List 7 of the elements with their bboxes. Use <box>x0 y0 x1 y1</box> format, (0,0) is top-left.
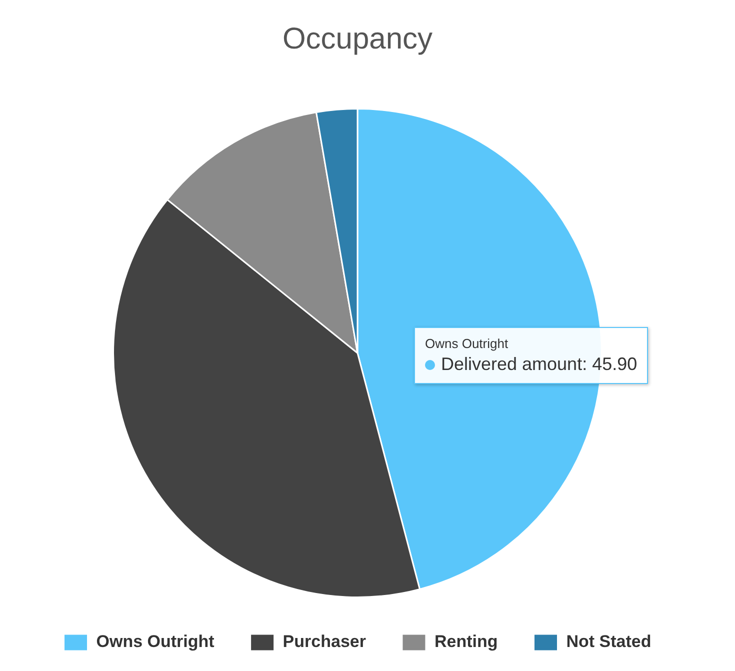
legend-label: Renting <box>434 632 498 652</box>
chart-title: Occupancy <box>282 22 433 56</box>
legend-label: Purchaser <box>282 632 366 652</box>
text: Owns Outright <box>425 336 510 351</box>
text: Delivered amount: 45.90 <box>441 354 638 374</box>
legend-label: Not Stated <box>566 632 652 652</box>
legend-label: Owns Outright <box>96 632 215 652</box>
